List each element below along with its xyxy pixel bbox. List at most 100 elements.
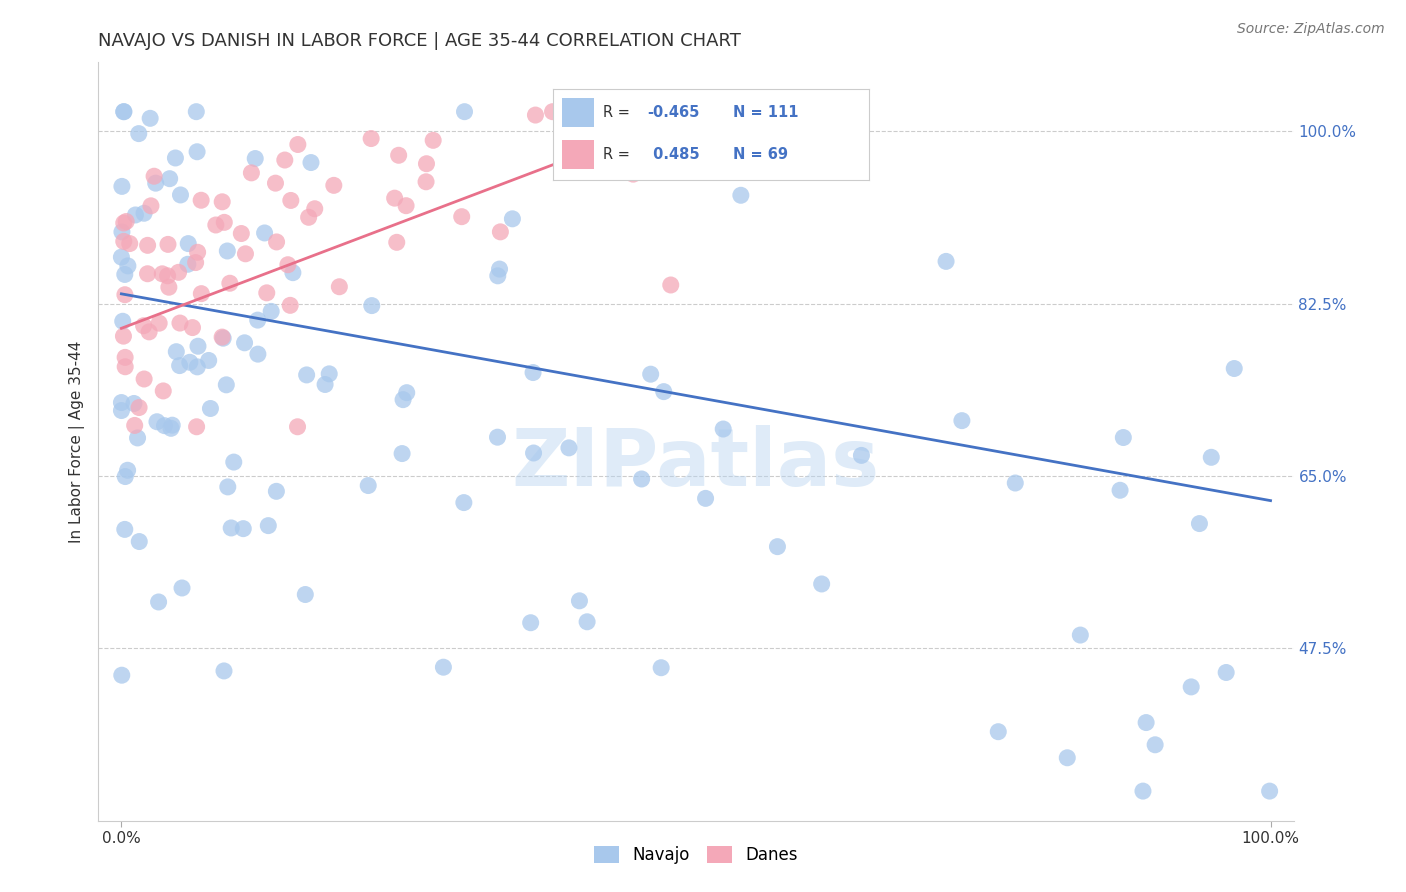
Point <box>280 194 302 208</box>
Point <box>190 286 212 301</box>
Point <box>522 366 544 380</box>
Point <box>720 104 742 119</box>
Point <box>274 153 297 167</box>
Point <box>160 418 183 433</box>
Point <box>111 225 134 239</box>
Point <box>122 396 145 410</box>
Point <box>987 724 1010 739</box>
Point <box>179 355 201 369</box>
Point <box>322 178 344 193</box>
Point <box>384 191 406 205</box>
Point <box>143 169 166 184</box>
Point <box>211 330 233 344</box>
Point <box>501 211 523 226</box>
Point <box>541 104 564 119</box>
Point <box>640 367 662 381</box>
Point <box>124 208 146 222</box>
Point <box>810 577 832 591</box>
Point <box>576 615 599 629</box>
Point <box>318 367 340 381</box>
Point <box>422 133 444 147</box>
Point <box>415 157 437 171</box>
Point <box>253 226 276 240</box>
Point <box>1135 715 1157 730</box>
Point <box>1180 680 1202 694</box>
Point <box>299 155 322 169</box>
Point <box>186 145 208 159</box>
Point <box>277 258 299 272</box>
Point <box>187 245 209 260</box>
Point <box>385 235 408 250</box>
Point <box>486 268 509 283</box>
Point <box>157 280 180 294</box>
Point <box>950 414 973 428</box>
Point <box>128 534 150 549</box>
Point <box>114 351 136 365</box>
Point <box>621 167 644 181</box>
Point <box>766 540 789 554</box>
Point <box>676 134 699 148</box>
Point <box>132 206 155 220</box>
Point <box>114 268 136 282</box>
Point <box>170 581 193 595</box>
Point <box>357 478 380 492</box>
Point <box>246 347 269 361</box>
Point <box>304 202 326 216</box>
Point <box>110 403 132 417</box>
Point <box>1069 628 1091 642</box>
Point <box>117 259 139 273</box>
Point <box>132 372 155 386</box>
Point <box>136 267 159 281</box>
Point <box>488 262 510 277</box>
Point <box>153 418 176 433</box>
Point <box>118 236 141 251</box>
Point <box>111 314 134 328</box>
Point <box>114 522 136 536</box>
Point <box>1201 450 1223 465</box>
Point <box>264 176 287 190</box>
Point <box>231 227 253 241</box>
Point <box>148 316 170 330</box>
Point <box>391 446 413 460</box>
Point <box>112 329 135 343</box>
Point <box>148 595 170 609</box>
Point <box>146 415 169 429</box>
Point <box>232 522 254 536</box>
Point <box>186 104 208 119</box>
Point <box>298 211 321 225</box>
Point <box>181 320 204 334</box>
Point <box>128 401 150 415</box>
Point <box>711 422 734 436</box>
Point <box>169 188 191 202</box>
Point <box>524 108 547 122</box>
Point <box>1144 738 1167 752</box>
Point <box>115 214 138 228</box>
Point <box>111 179 134 194</box>
Point <box>1188 516 1211 531</box>
Point <box>165 344 187 359</box>
Point <box>558 441 581 455</box>
Point <box>127 431 149 445</box>
Point <box>450 210 472 224</box>
Point <box>294 587 316 601</box>
Point <box>266 235 288 249</box>
Point <box>110 395 132 409</box>
Point <box>685 104 707 119</box>
Point <box>150 267 173 281</box>
Point <box>1056 751 1078 765</box>
Point <box>281 266 304 280</box>
Point <box>165 151 187 165</box>
Point <box>395 385 418 400</box>
Point <box>186 419 208 434</box>
Point <box>395 199 418 213</box>
Point <box>287 419 309 434</box>
Point <box>392 392 415 407</box>
Point <box>156 268 179 283</box>
Point <box>1112 431 1135 445</box>
Point <box>240 166 263 180</box>
Point <box>215 377 238 392</box>
Point <box>132 318 155 333</box>
Point <box>205 218 228 232</box>
Point <box>218 277 240 291</box>
Point <box>156 237 179 252</box>
